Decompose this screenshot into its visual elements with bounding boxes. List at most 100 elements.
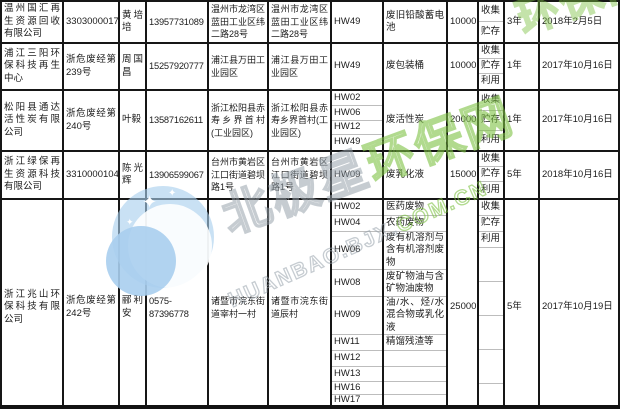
hw-code-item: HW12 [332,351,382,367]
cell-quantity: 25000 [448,200,479,409]
method-item: 利用 [481,75,501,87]
cell-license-number: 浙危废经第242号 [64,200,120,409]
cell-hw-codes: HW02 HW04 HW06 HW08 HW09 HW11 HW12 HW13 … [332,200,384,409]
cell-hw-code: HW49 [332,44,384,89]
cell-approval-date: 2018年2月5日 [540,2,620,42]
cell-operation-address: 浦江县万田工业园区 [269,44,332,89]
cell-registered-address: 诸暨市浣东街道宰村一村 [209,200,269,409]
cell-methods: 收集 贮存 利用 [479,152,505,198]
cell-approval-date: 2018年10月16日 [540,152,620,198]
cell-license-number: 3310000104 [64,152,120,198]
hw-code-item: HW16 [332,382,382,395]
cell-hw-code: HW49 [332,2,384,42]
hw-code-item: HW06 [332,232,382,270]
hw-code-item: HW02 [332,200,382,216]
cell-company: 温州国汇再生资源回收有限公司 [2,2,64,42]
cell-quantity: 10000 [448,2,479,42]
cell-waste-type: 废旧铅酸蓄电池 [384,2,448,42]
cell-phone: 15257920777 [147,44,209,89]
cell-contact-name: 黄培培 [120,2,147,42]
waste-type-item: 废有机溶剂与含有机溶剂废物 [384,232,446,270]
cell-operation-address: 诸暨市浣东街道辰村 [269,200,332,409]
hw-code-item: HW09 [332,297,382,335]
waste-type-item: 医药废物 [384,200,446,216]
method-item: 贮存 [479,216,503,232]
cell-phone: 13906599067 [147,152,209,198]
hw-code-item: HW49 [334,136,361,148]
waste-type-item: 油/水、烃/水混合物或乳化液 [384,297,446,335]
table-row: 温州国汇再生资源回收有限公司 3303000017 黄培培 1395773108… [2,2,620,44]
method-item: 收集 [479,200,503,216]
method-item: 收集 [479,2,503,22]
method-item: 收集 [479,91,503,111]
cell-term: 3年 [505,2,540,42]
cell-phone: 13957731089 [147,2,209,42]
hw-code-item: HW08 [332,270,382,297]
cell-term: 1年 [505,44,540,89]
cell-hw-code: HW09 [332,152,384,198]
method-item: 利用 [481,134,501,146]
hw-code-item: HW06 [332,106,382,121]
cell-company: 浙江兆山环保科技有限公司 [2,200,64,409]
method-item [479,350,503,384]
waste-type-item [384,382,446,395]
cell-approval-date: 2017年10月16日 [540,91,620,150]
cell-license-number: 浙危废经第239号 [64,44,120,89]
cell-company: 浦江三阳环保科技再生中心 [2,44,64,89]
waste-type-item [384,367,446,382]
cell-registered-address: 浦江县万田工业园区 [209,44,269,89]
cell-operation-address: 温州市龙湾区蓝田工业区纬二路28号 [269,2,332,42]
cell-registered-address: 浙江松阳县赤寿乡界首村(工业园区) [209,91,269,150]
cell-waste-types: 医药废物 农药废物 废有机溶剂与含有机溶剂废物 废矿物油与含矿物油废物 油/水、… [384,200,448,409]
cell-waste-type: 废活性炭 [384,91,448,150]
cell-waste-type: 废包装桶 [384,44,448,89]
hw-code-item: HW12 [332,121,382,135]
method-item [479,316,503,350]
method-item: 利用 [479,232,503,248]
waste-type-item [384,351,446,367]
table-row: 浙江兆山环保科技有限公司 浙危废经第242号 郦利安 0575-87396778… [2,200,620,409]
cell-methods: 收集 贮存 利用 [479,91,505,150]
cell-methods: 收集 贮存 利用 [479,44,505,89]
waste-type-item: 精馏残渣等 [384,335,446,351]
method-item: 贮存 [479,59,503,74]
cell-quantity: 10000 [448,44,479,89]
cell-license-number: 3303000017 [64,2,120,42]
method-item: 贮存 [481,25,501,37]
method-item: 利用 [481,183,501,195]
method-item [479,248,503,282]
method-item: 收集 [479,152,503,167]
method-item: 收集 [479,44,503,59]
cell-hw-codes: HW02 HW06 HW12 HW49 [332,91,384,150]
hw-code-item: HW04 [332,216,382,232]
cell-contact-name: 周国昌 [120,44,147,89]
waste-type-item: 废矿物油与含矿物油废物 [384,270,446,297]
cell-company: 松阳县通达活性炭有限公司 [2,91,64,150]
cell-operation-address: 浙江松阳县赤寿乡界首村(工业园区) [269,91,332,150]
cell-term: 5年 [505,152,540,198]
hw-code-item: HW02 [332,91,382,106]
cell-term: 1年 [505,91,540,150]
hw-code-item: HW11 [332,335,382,351]
crop-edge-bar [0,405,620,409]
cell-methods: 收集 贮存 利用 [479,200,505,409]
cell-contact-name: 叶毅 [120,91,147,150]
table-row: 浦江三阳环保科技再生中心 浙危废经第239号 周国昌 15257920777 浦… [2,44,620,91]
cell-approval-date: 2017年10月19日 [540,200,620,409]
cell-registered-address: 温州市龙湾区蓝田工业区纬二路28号 [209,2,269,42]
cell-quantity: 20000 [448,91,479,150]
cell-contact-name: 郦利安 [120,200,147,409]
cell-contact-name: 陈光辉 [120,152,147,198]
cell-quantity: 15000 [448,152,479,198]
cell-registered-address: 台州市黄岩区江口街道碧坝路1号 [209,152,269,198]
cell-company: 浙江绿保再生资源科技有限公司 [2,152,64,198]
method-item [479,282,503,316]
cell-methods: 收集 贮存 [479,2,505,42]
cell-operation-address: 台州市黄岩区江口街道碧坝路1号 [269,152,332,198]
cell-approval-date: 2017年10月16日 [540,44,620,89]
cell-license-number: 浙危废经第240号 [64,91,120,150]
cell-waste-type: 废乳化液 [384,152,448,198]
hw-code-item: HW13 [332,367,382,382]
